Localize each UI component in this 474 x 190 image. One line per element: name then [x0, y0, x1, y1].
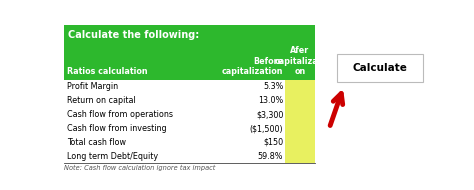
Text: Before
capitalization: Before capitalization: [222, 57, 283, 76]
Text: ($1,500): ($1,500): [250, 124, 283, 133]
Text: Ratios calculation: Ratios calculation: [67, 67, 148, 76]
Text: $3,300: $3,300: [256, 110, 283, 119]
Text: 13.0%: 13.0%: [258, 96, 283, 105]
Text: Profit Margin: Profit Margin: [67, 82, 118, 91]
Text: Cash flow from operations: Cash flow from operations: [67, 110, 173, 119]
Bar: [64, 25, 315, 45]
Text: Return on capital: Return on capital: [67, 96, 136, 105]
Text: Calculate: Calculate: [352, 63, 407, 73]
Text: 5.3%: 5.3%: [263, 82, 283, 91]
Text: Cash flow from investing: Cash flow from investing: [67, 124, 167, 133]
Text: Note: Cash flow calculation ignore tax impact: Note: Cash flow calculation ignore tax i…: [64, 164, 215, 171]
FancyArrowPatch shape: [330, 93, 343, 126]
Text: Calculate the following:: Calculate the following:: [68, 30, 199, 40]
Text: 59.8%: 59.8%: [258, 152, 283, 161]
Bar: [285, 80, 315, 163]
Text: Total cash flow: Total cash flow: [67, 138, 127, 147]
Bar: [64, 45, 315, 80]
Text: $150: $150: [263, 138, 283, 147]
FancyBboxPatch shape: [337, 54, 423, 82]
Text: Afer
capitalizati
on: Afer capitalizati on: [275, 46, 325, 76]
Bar: [64, 80, 285, 163]
Text: Long term Debt/Equity: Long term Debt/Equity: [67, 152, 158, 161]
